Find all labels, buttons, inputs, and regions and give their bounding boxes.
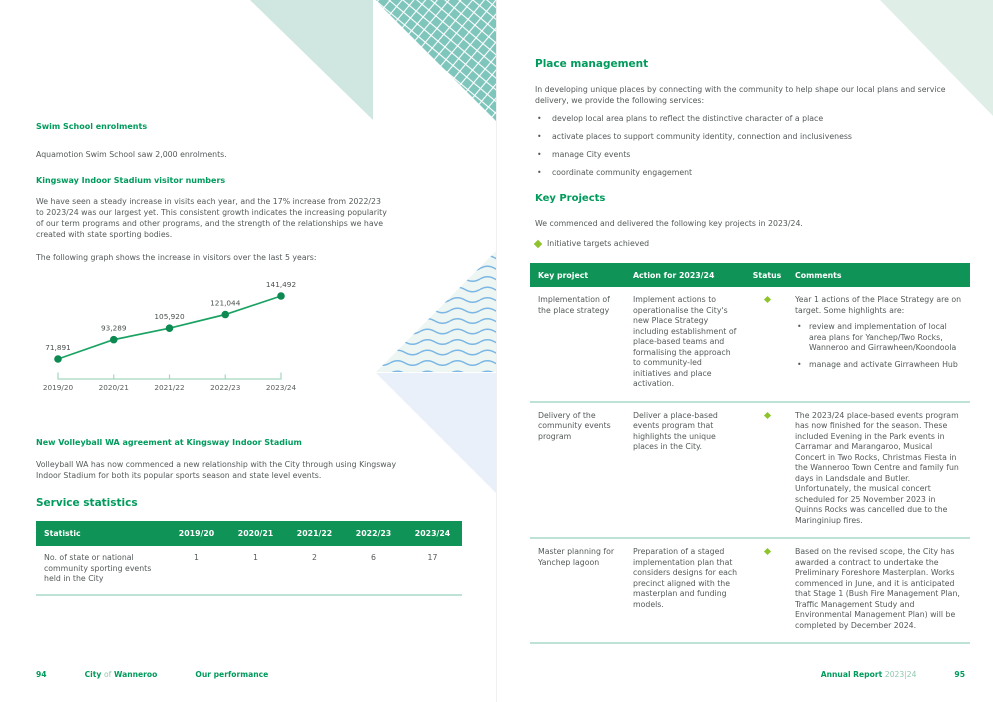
left-page-footer: 94 City of Wanneroo Our performance: [36, 670, 268, 679]
left-page-teal-triangle: [250, 0, 373, 120]
table-row: Implementation of the place strategy Imp…: [530, 287, 970, 403]
column-header-2023-24: 2023/24: [414, 529, 451, 538]
column-header-comments: Comments: [795, 270, 842, 280]
svg-text:141,492: 141,492: [266, 280, 296, 289]
table-row: No. of state or national community sport…: [36, 546, 462, 596]
svg-text:2020/21: 2020/21: [99, 383, 129, 392]
comments-cell: The 2023/24 place-based events program h…: [795, 410, 959, 525]
list-item: coordinate community engagement: [535, 167, 967, 178]
list-item: activate places to support community ide…: [535, 131, 967, 142]
status-cell: [747, 295, 787, 390]
brand-city: City: [84, 670, 102, 679]
column-header-statistic: Statistic: [44, 529, 81, 538]
table-row: Master planning for Yanchep lagoon Prepa…: [530, 539, 970, 644]
project-cell: Delivery of the community events program: [538, 410, 611, 441]
brand-wanneroo: Wanneroo: [113, 670, 158, 679]
svg-text:93,289: 93,289: [101, 324, 127, 333]
svg-text:105,920: 105,920: [154, 312, 185, 321]
comments-cell: Year 1 actions of the Place Strategy are…: [787, 295, 970, 390]
svg-text:2019/20: 2019/20: [43, 383, 74, 392]
status-cell: [747, 411, 787, 527]
right-page-mint-triangle: [880, 0, 993, 116]
statistic-value: 17: [427, 553, 438, 562]
key-projects-intro: We commenced and delivered the following…: [535, 219, 803, 228]
table-row: Delivery of the community events program…: [530, 403, 970, 539]
list-item: develop local area plans to reflect the …: [535, 113, 967, 124]
column-header-2019-20: 2019/20: [178, 529, 215, 538]
statistic-value: 1: [194, 553, 199, 562]
svg-text:2023/24: 2023/24: [266, 383, 297, 392]
list-item: manage and activate Girrawheen Hub: [795, 360, 962, 371]
left-page-wave-triangle: [376, 250, 497, 372]
place-management-paragraph: In developing unique places by connectin…: [535, 85, 946, 105]
key-projects-table: Key project Action for 2023/24 Status Co…: [530, 263, 970, 644]
footer-report-year: 2023|24: [884, 670, 917, 679]
comments-bullet-list: review and implementation of local area …: [795, 322, 962, 370]
list-item: manage City events: [535, 149, 967, 160]
key-projects-header-row: Key project Action for 2023/24 Status Co…: [530, 263, 970, 287]
column-header-status: Status: [752, 270, 782, 280]
action-cell: Implement actions to operationalise the …: [633, 295, 737, 388]
status-achieved-icon: [763, 547, 771, 556]
service-statistics-table: Statistic 2019/20 2020/21 2021/22 2022/2…: [36, 521, 462, 596]
achieved-diamond-icon: [533, 239, 543, 248]
right-page-footer: Annual Report 2023|24 95: [821, 670, 965, 679]
page-gutter-divider: [496, 0, 497, 702]
svg-text:2022/23: 2022/23: [210, 383, 241, 392]
kingsway-paragraph: We have seen a steady increase in visits…: [36, 197, 387, 239]
statistic-value: 6: [371, 553, 376, 562]
key-projects-heading: Key Projects: [535, 193, 606, 204]
brand-of: of: [104, 670, 112, 679]
action-cell: Deliver a place-based events program tha…: [633, 410, 718, 452]
legend-label: Initiative targets achieved: [547, 239, 650, 248]
status-cell: [747, 547, 787, 631]
line-chart-canvas: 71,891 2019/20 93,289 2020/21 105,920 2021/22…: [43, 280, 297, 392]
left-page-pale-blue-triangle: [376, 373, 497, 494]
place-management-heading: Place management: [535, 58, 649, 70]
statistic-value: 1: [253, 553, 258, 562]
action-cell: Preparation of a staged implementation p…: [633, 547, 738, 609]
svg-text:121,044: 121,044: [210, 299, 241, 308]
svg-text:71,891: 71,891: [45, 343, 71, 352]
footer-section-label: Our performance: [195, 670, 269, 679]
column-header-2021-22: 2021/22: [296, 529, 333, 538]
status-achieved-icon: [763, 411, 771, 419]
service-table-header-row: Statistic 2019/20 2020/21 2021/22 2022/2…: [36, 521, 462, 546]
comments-intro: Year 1 actions of the Place Strategy are…: [795, 295, 962, 315]
comments-cell: Based on the revised scope, the City has…: [795, 547, 960, 630]
project-cell: Implementation of the place strategy: [538, 295, 610, 315]
services-bullet-list: develop local area plans to reflect the …: [535, 113, 967, 185]
column-header-2020-21: 2020/21: [237, 529, 274, 538]
svg-text:2021/22: 2021/22: [154, 383, 184, 392]
page-number: 95: [954, 670, 965, 679]
footer-report-label: Annual Report: [820, 670, 883, 679]
swim-school-paragraph: Aquamotion Swim School saw 2,000 enrolme…: [36, 150, 227, 159]
statistic-value: 2: [312, 553, 317, 562]
visitors-line-chart: 71,891 2019/20 93,289 2020/21 105,920 2021/22…: [36, 278, 306, 403]
swim-school-heading: Swim School enrolments: [36, 122, 148, 131]
service-statistics-heading: Service statistics: [36, 497, 138, 509]
column-header-key-project: Key project: [538, 270, 589, 280]
project-cell: Master planning for Yanchep lagoon: [538, 547, 615, 567]
left-page-hatch-triangle: [375, 0, 497, 122]
status-achieved-icon: [763, 295, 771, 304]
graph-intro-text: The following graph shows the increase i…: [36, 253, 317, 262]
column-header-2022-23: 2022/23: [355, 529, 392, 538]
volleyball-heading: New Volleyball WA agreement at Kingsway …: [36, 438, 302, 447]
kingsway-heading: Kingsway Indoor Stadium visitor numbers: [36, 176, 226, 185]
page-number: 94: [36, 670, 47, 679]
statistic-label: No. of state or national community sport…: [44, 553, 152, 583]
column-header-action: Action for 2023/24: [633, 270, 715, 280]
list-item: review and implementation of local area …: [795, 322, 962, 354]
volleyball-paragraph: Volleyball WA has now commenced a new re…: [36, 460, 397, 480]
status-legend: Initiative targets achieved: [533, 239, 650, 248]
